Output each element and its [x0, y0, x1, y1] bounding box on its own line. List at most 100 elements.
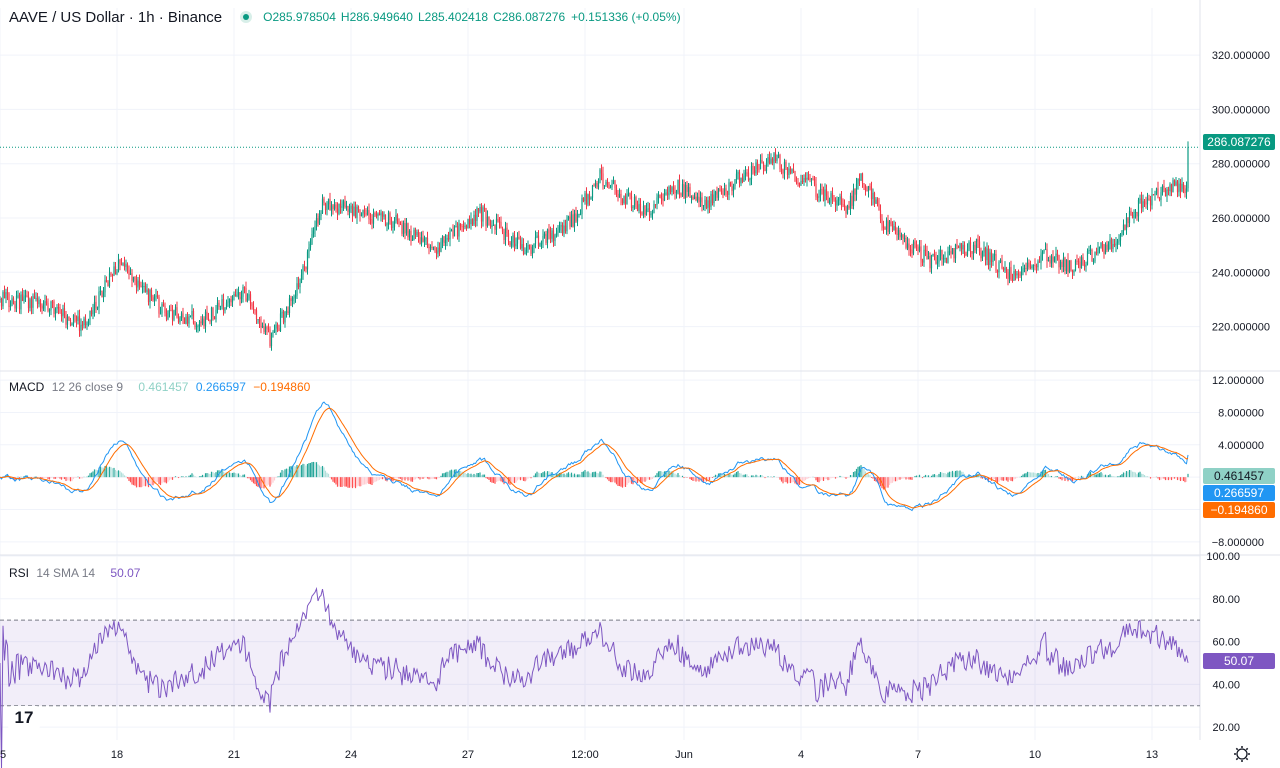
candle-body [801, 180, 804, 183]
candle-body [830, 193, 832, 201]
candle-body [917, 247, 919, 252]
candle-body [1113, 244, 1116, 246]
candle-body [848, 205, 850, 209]
candle-body [306, 251, 309, 270]
candle-body [488, 216, 490, 221]
candle-body [6, 292, 9, 294]
open-label: O [263, 10, 273, 24]
candle-body [810, 178, 813, 180]
candle-body [404, 222, 406, 234]
candle-body [782, 170, 784, 174]
candle-body [740, 177, 742, 184]
candle-body [1050, 256, 1053, 264]
candle-body [279, 313, 282, 332]
candle-body [749, 179, 751, 181]
candle-body [227, 301, 229, 303]
candle-body [326, 204, 328, 211]
market-status-icon[interactable] [240, 11, 253, 23]
candle-body [576, 214, 579, 222]
settings-icon[interactable] [1234, 746, 1250, 762]
candle-body [959, 243, 961, 249]
rsi-tick-label: 100.00 [1206, 551, 1240, 563]
candle-body [774, 153, 777, 161]
candle-body [771, 158, 774, 163]
candle-body [132, 276, 135, 281]
candle-body [524, 253, 526, 255]
time-axis[interactable]: 15 18 21 24 27 12:00 Jun 4 7 10 13 [0, 749, 1158, 761]
candle-body [1130, 211, 1132, 216]
candle-body [1013, 271, 1015, 281]
price-axis[interactable]: 320.000000 300.000000 280.000000 260.000000… [1206, 50, 1270, 734]
candle-body [867, 186, 870, 192]
candle-body [369, 219, 372, 221]
candle-body [1175, 181, 1177, 186]
open-value: 285.978504 [272, 10, 336, 24]
candle-body [686, 185, 688, 192]
candle-body [345, 205, 348, 208]
macd-legend[interactable]: MACD 12 26 close 9 0.461457 0.266597 −0.… [9, 380, 314, 394]
candle-body [705, 199, 708, 209]
candle-body [224, 307, 226, 311]
rsi-legend[interactable]: RSI 14 SMA 14 50.07 [9, 566, 144, 580]
candle-body [1052, 256, 1054, 262]
candle-body [401, 224, 403, 234]
price-tick-label: 240.000000 [1212, 267, 1270, 279]
candle-body [209, 320, 211, 322]
candle-body [731, 186, 733, 192]
candle-body [371, 219, 373, 224]
candle-body [849, 195, 852, 209]
candle-body [681, 184, 684, 196]
candle-body [311, 234, 313, 244]
candle-body [200, 321, 202, 324]
pane-separators[interactable] [0, 0, 1280, 740]
rsi-band [0, 619, 1200, 707]
candle-body [803, 178, 805, 183]
candle-body [744, 172, 747, 176]
time-tick-label: 18 [111, 749, 123, 761]
time-tick-label: 27 [462, 749, 474, 761]
candle-body [927, 256, 930, 259]
candle-body [1062, 257, 1065, 267]
candle-body [507, 233, 510, 242]
candle-body [954, 244, 957, 259]
candle-body [1173, 180, 1176, 186]
candle-body [560, 225, 562, 227]
candle-body [42, 305, 45, 309]
candle-body [1008, 267, 1011, 279]
candle-body [1161, 185, 1164, 193]
candle-body [284, 312, 286, 323]
candle-body [54, 309, 57, 314]
candle-body [473, 214, 475, 225]
candle-body [1148, 198, 1150, 200]
candle-body [171, 311, 174, 320]
candle-body [474, 214, 477, 221]
candle-body [573, 213, 576, 227]
candle-body [335, 204, 337, 209]
symbol-title[interactable]: AAVE / US Dollar · 1h · Binance [9, 8, 223, 26]
candle-body [321, 198, 324, 214]
candle-body [653, 204, 655, 214]
candle-body [648, 208, 651, 216]
candle-body [542, 235, 544, 242]
candle-body [245, 288, 247, 301]
candle-body [807, 177, 810, 180]
candle-body [788, 168, 790, 175]
candle-body [650, 213, 652, 216]
rsi-line-path [0, 586, 1189, 768]
candle-body [372, 213, 375, 224]
candle-body [983, 247, 985, 253]
tradingview-logo[interactable]: 17 [8, 706, 40, 730]
candle-body [329, 199, 331, 211]
candle-body [939, 250, 942, 256]
candle-body [1121, 230, 1123, 235]
candle-body [717, 188, 720, 198]
candle-body [597, 182, 600, 188]
candle-body [990, 252, 993, 263]
candle-body [1046, 249, 1048, 262]
candle-body [14, 304, 16, 309]
candle-body [390, 219, 393, 228]
candle-body [672, 187, 675, 191]
candle-body [1068, 260, 1071, 273]
candle-body [1026, 262, 1029, 270]
